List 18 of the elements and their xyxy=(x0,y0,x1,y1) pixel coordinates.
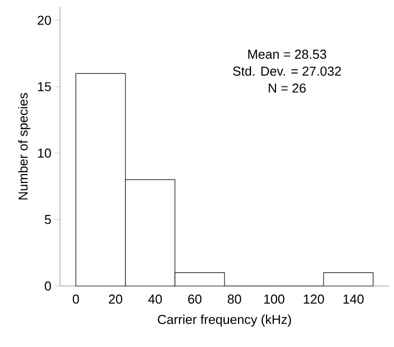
y-axis-title: Number of species xyxy=(18,92,30,200)
x-tick-label: 60 xyxy=(188,294,202,304)
annotation: Std. Dev. = 27.032 xyxy=(233,66,341,76)
x-tick-label: 40 xyxy=(148,294,162,304)
y-tick-label: 20 xyxy=(38,16,51,25)
x-tick-label: 120 xyxy=(304,294,324,304)
x-axis-title: Carrier frequency (kHz) xyxy=(158,314,291,327)
x-tick-label: 20 xyxy=(108,294,122,304)
annotation: N = 26 xyxy=(268,84,306,93)
y-tick-label: 10 xyxy=(38,148,51,158)
x-tick-label: 140 xyxy=(344,294,364,304)
x-tick-label: 80 xyxy=(228,294,242,304)
y-tick-label: 15 xyxy=(38,82,51,92)
annotation: Mean = 28.53 xyxy=(248,50,326,59)
x-tick-label: 0 xyxy=(72,294,79,304)
y-tick-label: 5 xyxy=(44,215,51,224)
y-tick-label: 0 xyxy=(44,281,51,291)
x-tick-label: 100 xyxy=(264,294,284,304)
